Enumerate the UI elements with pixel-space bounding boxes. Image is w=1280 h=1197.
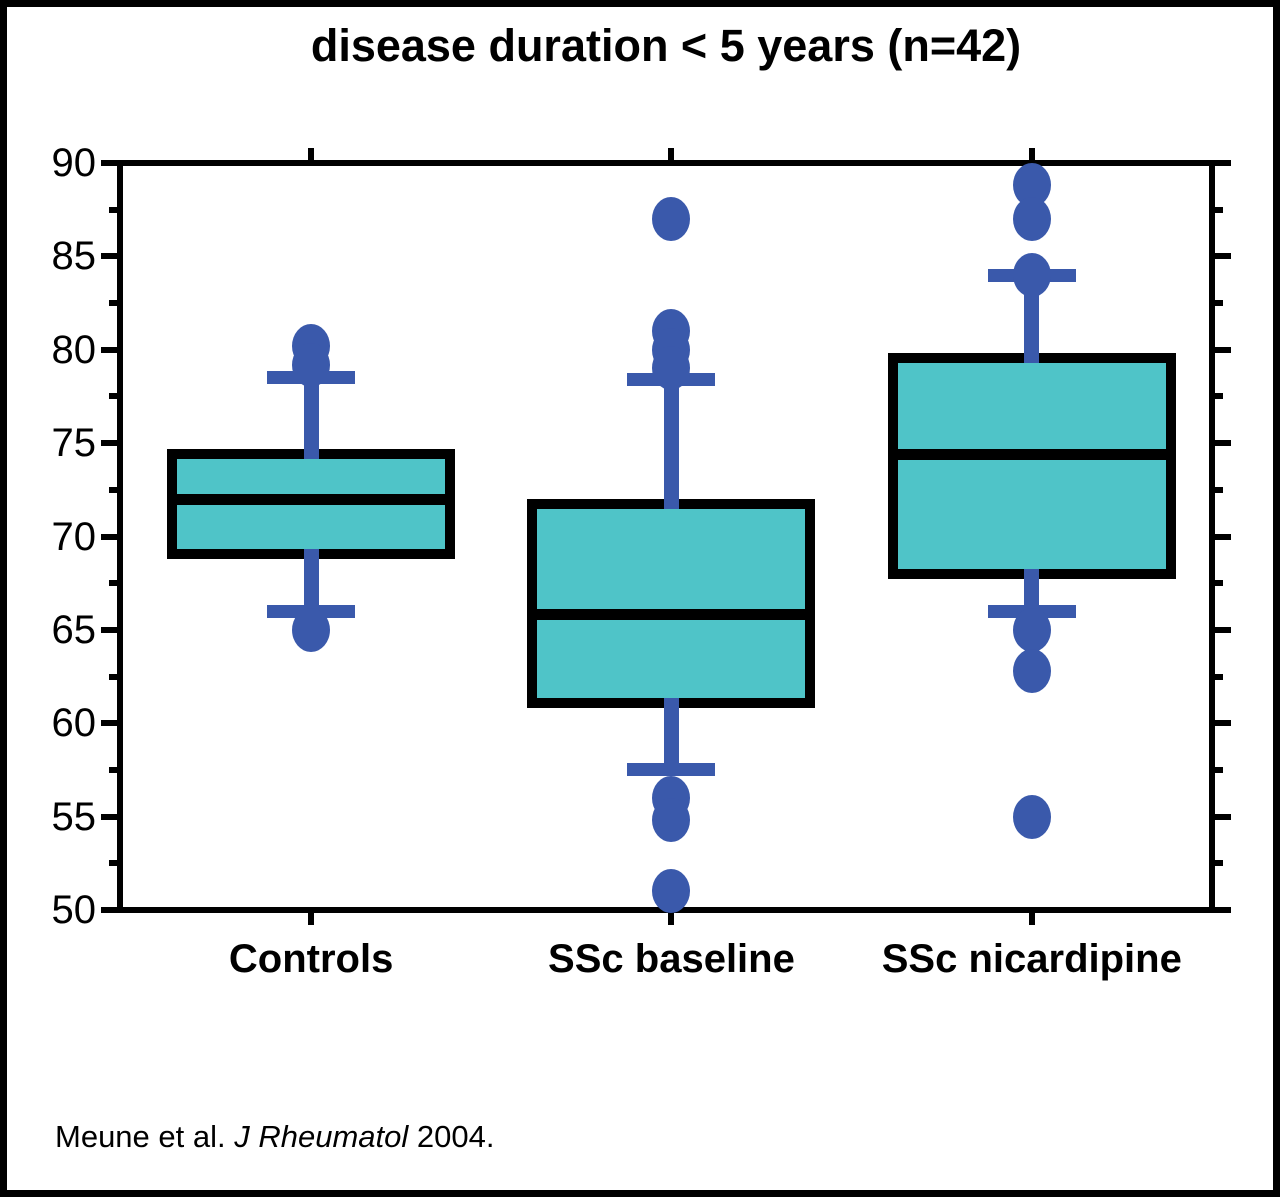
y-tick-major <box>1209 626 1231 633</box>
y-tick-minor <box>1209 300 1223 307</box>
outlier-point <box>652 346 691 391</box>
y-tick-major <box>101 533 123 540</box>
y-tick-major <box>101 907 123 913</box>
y-tick-major <box>1209 907 1231 913</box>
outlier-point <box>1012 648 1051 693</box>
outlier-point <box>292 342 331 387</box>
median-line <box>887 448 1176 460</box>
y-tick-major <box>101 626 123 633</box>
whisker-cap-lower <box>627 763 716 777</box>
y-tick-minor <box>109 300 123 307</box>
chart-title: disease duration < 5 years (n=42) <box>310 20 1022 71</box>
y-tick-major <box>101 253 123 260</box>
y-tick-minor <box>1209 766 1223 773</box>
y-tick-minor <box>1209 206 1223 213</box>
citation-authors: Meune et al. <box>55 1119 235 1154</box>
citation-year: 2004. <box>408 1119 495 1154</box>
y-tick-major <box>1209 813 1231 820</box>
y-tick-minor <box>1209 393 1223 400</box>
y-tick-minor <box>109 393 123 400</box>
y-tick-major <box>101 813 123 820</box>
y-tick-minor <box>109 580 123 587</box>
citation-journal: J Rheumatol <box>234 1119 409 1154</box>
median-line <box>167 493 456 505</box>
y-tick-label: 75 <box>51 421 97 466</box>
y-tick-major <box>101 440 123 447</box>
y-tick-major <box>1209 440 1231 447</box>
category-tick-bottom <box>308 907 315 925</box>
box-1 <box>527 499 816 709</box>
category-tick-bottom <box>1028 907 1035 925</box>
y-tick-minor <box>109 860 123 867</box>
y-tick-minor <box>1209 860 1223 867</box>
y-tick-major <box>1209 160 1231 166</box>
x-category-label: SSc baseline <box>548 937 795 981</box>
whisker-line-upper <box>663 379 679 510</box>
y-tick-minor <box>109 486 123 493</box>
whisker-line-lower <box>663 698 679 770</box>
box-2 <box>887 353 1176 580</box>
y-tick-minor <box>1209 580 1223 587</box>
median-line <box>527 609 816 621</box>
outlier-point <box>1012 253 1051 298</box>
outlier-point <box>292 607 331 652</box>
category-tick-top <box>308 148 315 166</box>
outlier-point <box>652 798 691 843</box>
category-tick-top <box>1028 148 1035 166</box>
y-tick-label: 60 <box>51 701 97 746</box>
category-tick-bottom <box>668 907 675 925</box>
y-tick-major <box>1209 346 1231 353</box>
outlier-point <box>1012 197 1051 242</box>
y-tick-major <box>1209 720 1231 727</box>
y-tick-major <box>101 160 123 166</box>
y-tick-label: 85 <box>51 234 97 279</box>
outlier-point <box>1012 794 1051 839</box>
whisker-line-lower <box>1024 569 1040 612</box>
y-tick-minor <box>109 766 123 773</box>
y-tick-label: 55 <box>51 794 97 839</box>
y-tick-major <box>101 720 123 727</box>
y-tick-major <box>1209 533 1231 540</box>
y-tick-label: 50 <box>51 888 97 932</box>
whisker-line-upper <box>1024 275 1040 364</box>
y-tick-minor <box>109 673 123 680</box>
y-tick-label: 90 <box>51 141 97 185</box>
outlier-point <box>652 197 691 242</box>
y-tick-major <box>1209 253 1231 260</box>
boxplot-chart: 50 55 60 65 70 75 80 85 90 Controls SSc baseline SS… <box>7 7 1273 1190</box>
y-tick-label: 70 <box>51 514 97 559</box>
y-tick-label: 80 <box>51 327 97 372</box>
x-category-label: SSc nicardipine <box>881 937 1182 981</box>
y-tick-minor <box>109 206 123 213</box>
whisker-line-upper <box>303 377 319 459</box>
y-tick-label: 65 <box>51 607 97 652</box>
y-tick-major <box>101 346 123 353</box>
outlier-point <box>1012 607 1051 652</box>
category-tick-top <box>668 148 675 166</box>
outlier-point <box>652 869 691 914</box>
citation: Meune et al. J Rheumatol 2004. <box>55 1119 494 1155</box>
whisker-line-lower <box>303 548 319 612</box>
y-tick-minor <box>1209 486 1223 493</box>
y-tick-minor <box>1209 673 1223 680</box>
x-category-label: Controls <box>228 937 394 981</box>
